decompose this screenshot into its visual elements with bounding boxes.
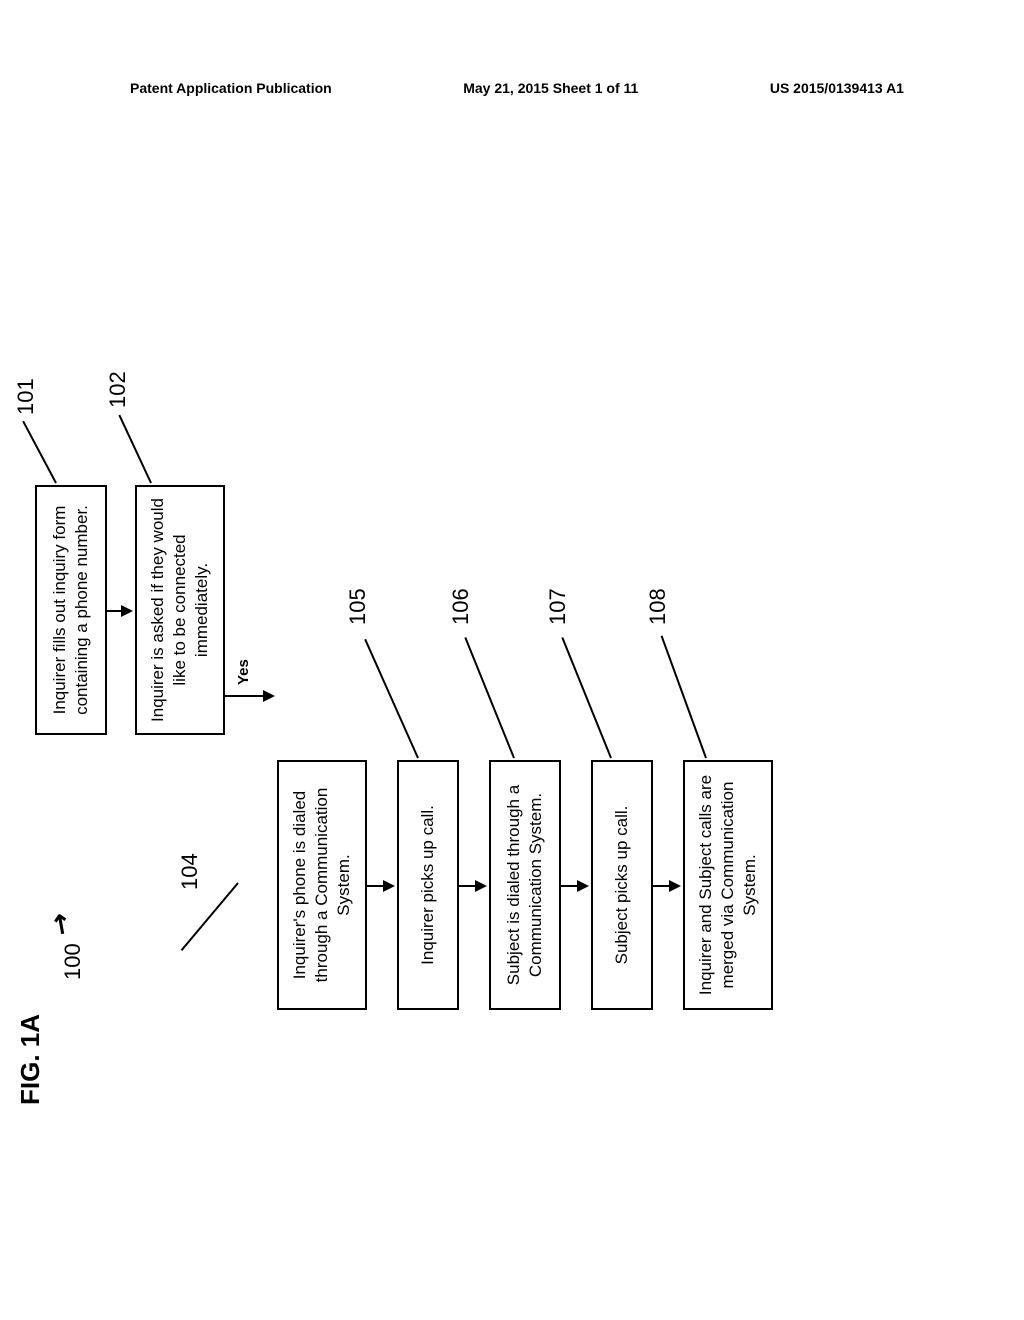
- node-text: Inquirer fills out inquiry form containi…: [49, 497, 93, 723]
- flowchart-node-108: Inquirer and Subject calls are merged vi…: [683, 760, 773, 1010]
- node-text: Inquirer picks up call.: [417, 805, 439, 965]
- arrow-down-icon: [577, 880, 589, 892]
- leader-line: [661, 635, 707, 758]
- node-text: Inquirer's phone is dialed through a Com…: [289, 772, 355, 998]
- arrow-down-icon: [263, 690, 275, 702]
- flowchart-node-101: Inquirer fills out inquiry form containi…: [35, 485, 107, 735]
- leader-line: [22, 421, 57, 484]
- ref-105: 105: [345, 588, 371, 625]
- flowchart-node-106: Subject is dialed through a Communicatio…: [489, 760, 561, 1010]
- ref-107: 107: [545, 588, 571, 625]
- ref-106: 106: [448, 588, 474, 625]
- flow-connector: [225, 695, 265, 697]
- ref-101: 101: [13, 378, 39, 415]
- flowchart-node-102: Inquirer is asked if they would like to …: [135, 485, 225, 735]
- flowchart-node-104: Inquirer's phone is dialed through a Com…: [277, 760, 367, 1010]
- node-text: Inquirer and Subject calls are merged vi…: [695, 772, 761, 998]
- arrow-icon: ↗: [42, 906, 80, 942]
- flowchart-node-105: Inquirer picks up call.: [397, 760, 459, 1010]
- node-text: Inquirer is asked if they would like to …: [147, 497, 213, 723]
- arrow-down-icon: [121, 605, 133, 617]
- arrow-down-icon: [383, 880, 395, 892]
- flowchart-node-107: Subject picks up call.: [591, 760, 653, 1010]
- figure-label: FIG. 1A: [15, 1014, 46, 1105]
- ref-100: 100: [60, 943, 86, 980]
- leader-line: [364, 639, 419, 759]
- leader-line: [181, 882, 239, 951]
- arrow-down-icon: [669, 880, 681, 892]
- flowchart-diagram: FIG. 1A 100 ↗ Inquirer fills out inquiry…: [5, 235, 1024, 1115]
- header-left: Patent Application Publication: [130, 80, 332, 96]
- ref-104: 104: [177, 853, 203, 890]
- header-center: May 21, 2015 Sheet 1 of 11: [463, 80, 638, 96]
- arrow-down-icon: [475, 880, 487, 892]
- ref-108: 108: [645, 588, 671, 625]
- ref-102: 102: [105, 371, 131, 408]
- header-right: US 2015/0139413 A1: [770, 80, 904, 96]
- leader-line: [464, 637, 515, 758]
- node-text: Subject picks up call.: [611, 806, 633, 965]
- leader-line: [561, 637, 612, 758]
- leader-line: [118, 415, 152, 484]
- node-text: Subject is dialed through a Communicatio…: [503, 772, 547, 998]
- yes-label: Yes: [235, 659, 252, 685]
